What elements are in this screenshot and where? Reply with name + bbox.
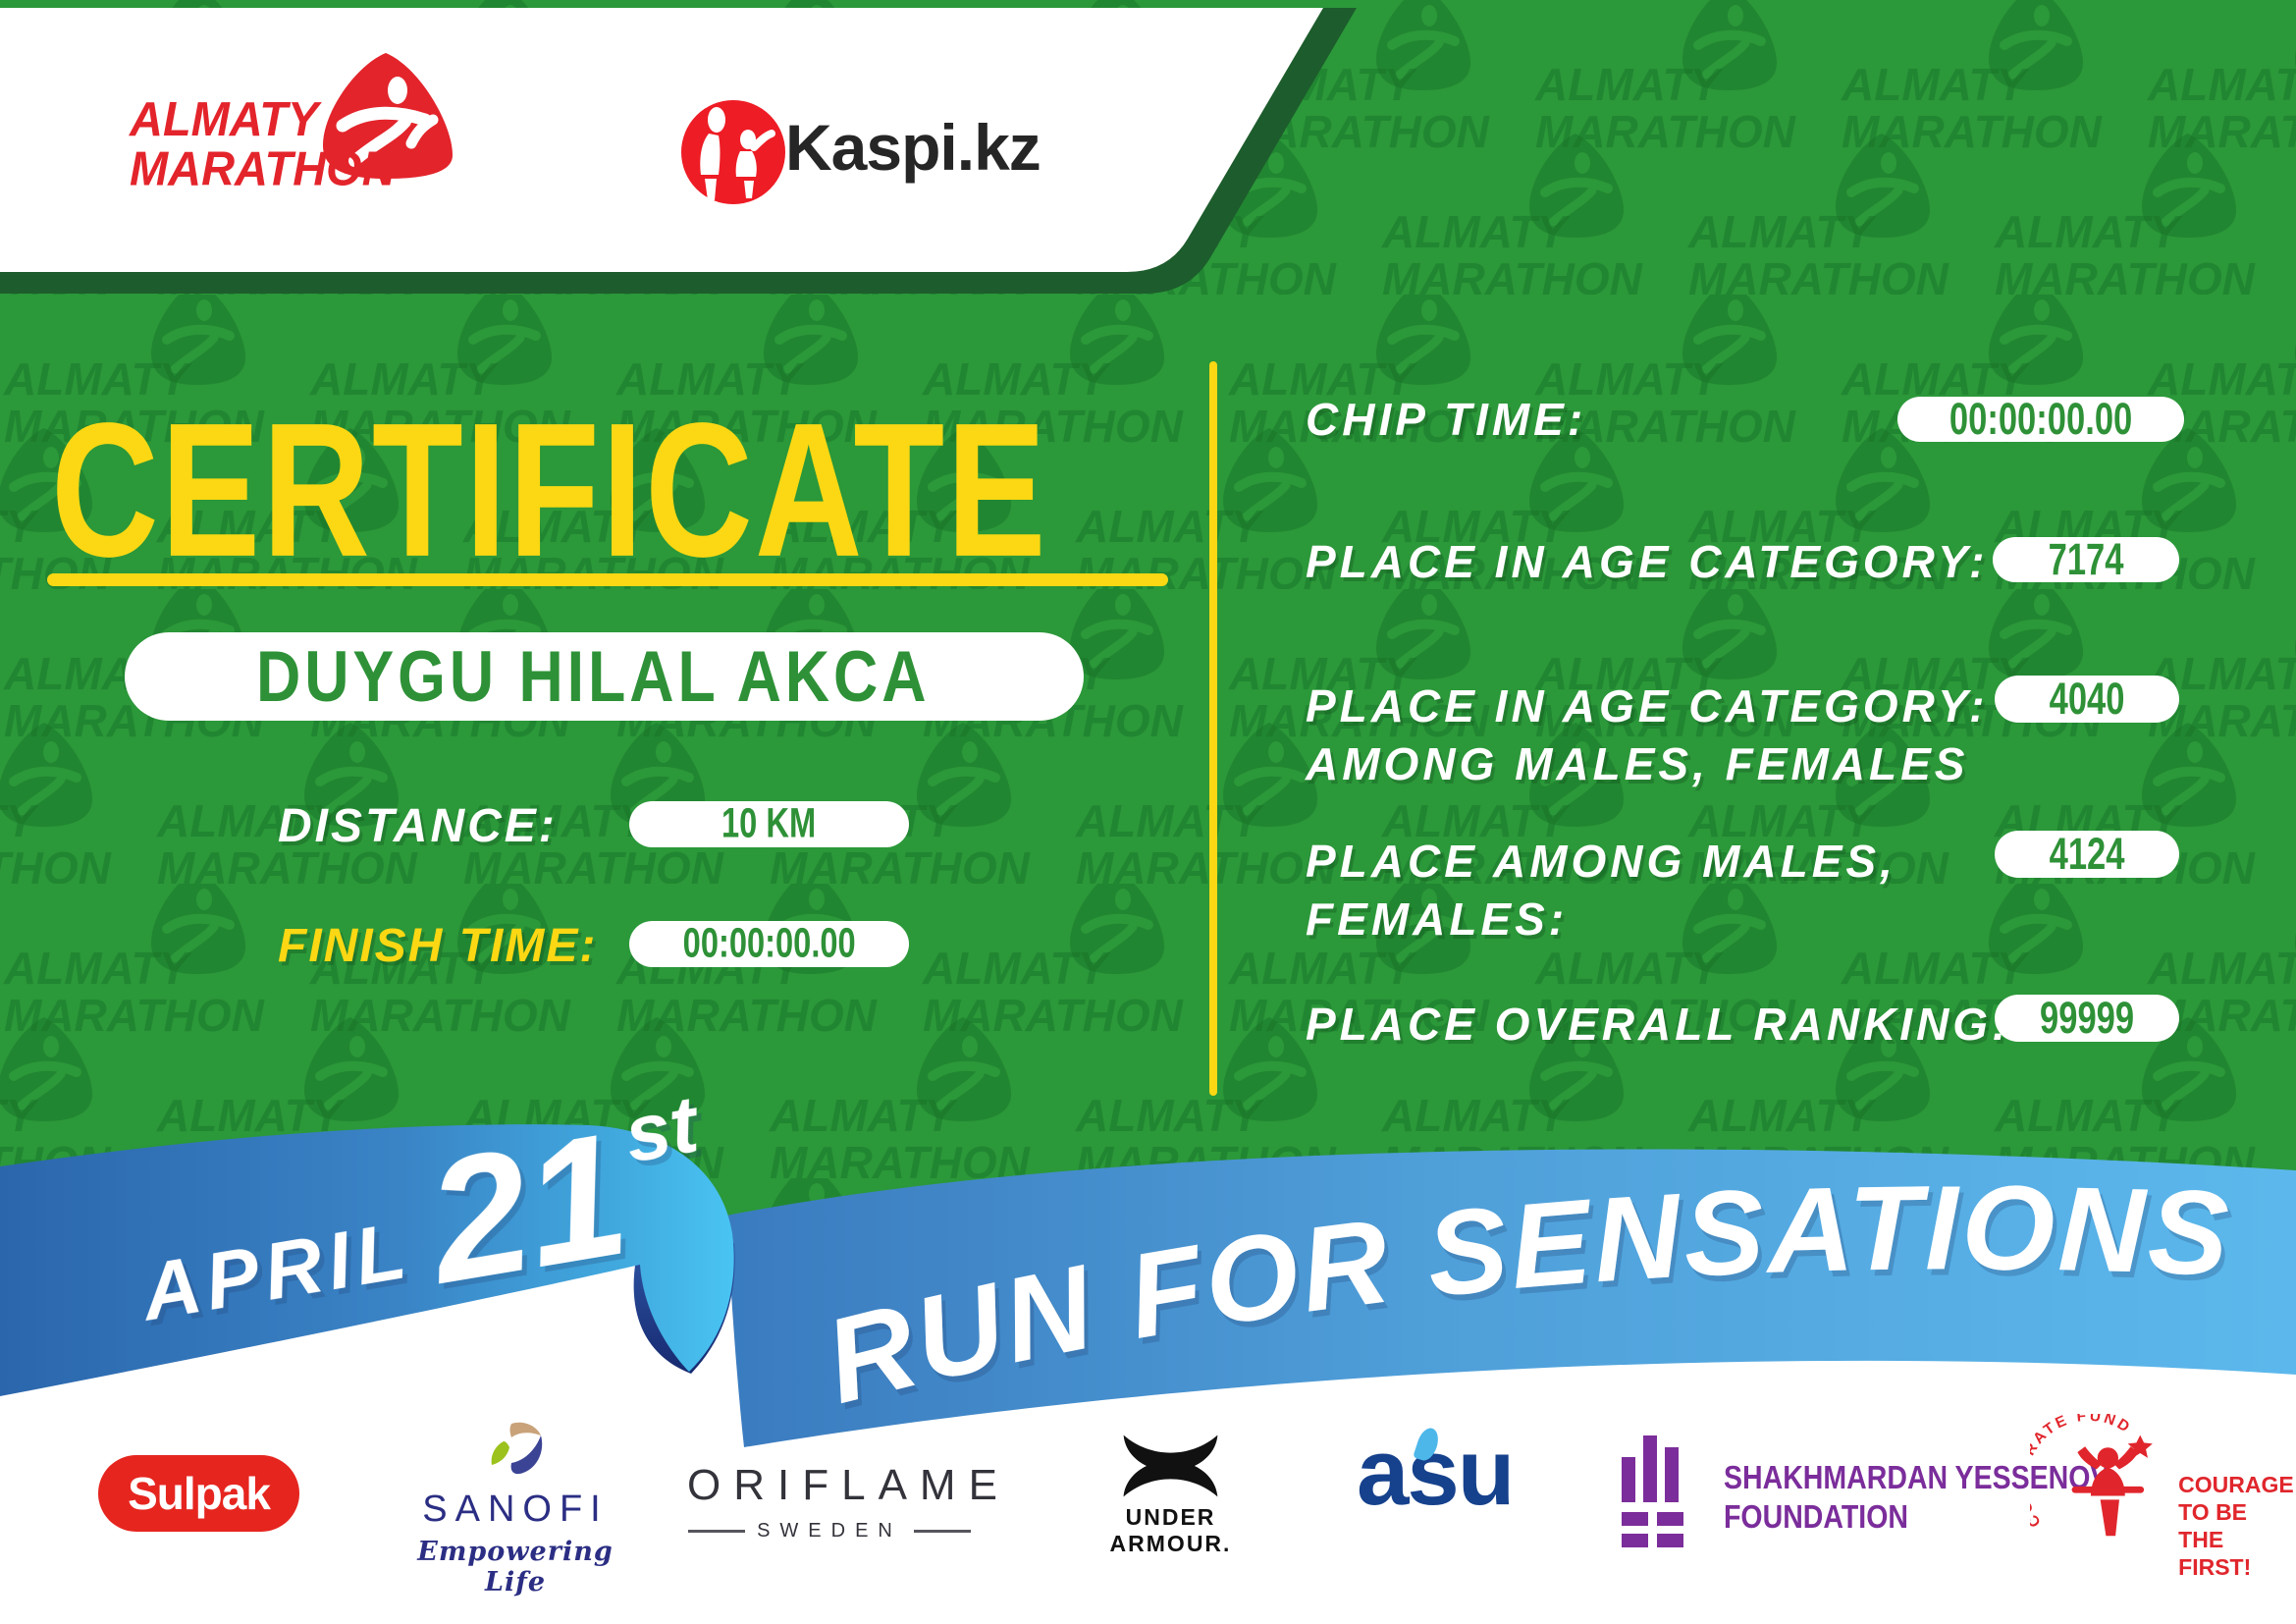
sponsor-courage-fund-logo: CORPORATE FUND COURAGE TO BE THE FIRST!	[2030, 1414, 2296, 1581]
place-age-category-label: PLACE IN AGE CATEGORY:	[1306, 536, 1989, 587]
place-among-gender-value-field: 4124	[1995, 828, 2179, 879]
label-line: FEMALES:	[1306, 893, 1569, 945]
courage-line3: THE FIRST!	[2178, 1527, 2252, 1581]
under-armour-icon	[1123, 1435, 1218, 1497]
svg-text:CORPORATE FUND: CORPORATE FUND	[2030, 1414, 2135, 1530]
certificate-title: CERTIFICATE	[51, 383, 1048, 598]
runner-name: DUYGU HILAL AKCA	[256, 635, 931, 718]
title-underline	[47, 573, 1168, 586]
place-age-category-value: 7174	[2048, 533, 2124, 584]
yessenov-bars-icon	[1622, 1435, 1683, 1547]
distance-label: DISTANCE:	[278, 800, 558, 852]
yessenov-line1: SHAKHMARDAN YESSENOV	[1724, 1459, 2109, 1496]
sulpak-wordmark: Sulpak	[128, 1468, 271, 1519]
courage-wordmark: COURAGE TO BE THE FIRST!	[2178, 1471, 2296, 1581]
place-among-gender-value: 4124	[2049, 828, 2125, 879]
chip-time-value: 00:00:00.00	[1949, 393, 2133, 444]
corporate-fund-arc-text: CORPORATE FUND	[2030, 1414, 2132, 1530]
courage-line2: TO BE	[2178, 1499, 2248, 1526]
place-among-gender-label: PLACE AMONG MALES, FEMALES:	[1306, 833, 1896, 948]
place-age-category-gender-label: PLACE IN AGE CATEGORY: AMONG MALES, FEMA…	[1306, 677, 1988, 793]
runner-name-field: DUYGU HILAL AKCA	[125, 632, 1084, 721]
sponsor-under-armour-logo: UNDER ARMOUR.	[1065, 1432, 1276, 1557]
place-age-category-gender-value: 4040	[2049, 673, 2125, 724]
sponsor-yessenov-foundation-logo: SHAKHMARDAN YESSENOV FOUNDATION	[1622, 1432, 2143, 1551]
place-age-category-value-field: 7174	[1993, 534, 2179, 584]
almaty-marathon-wordmark: ALMATY MARATHON	[130, 94, 396, 193]
sponsor-sanofi-logo: SANOFI Empowering Life	[417, 1420, 614, 1597]
oriflame-wordmark: ORIFLAME	[687, 1461, 1010, 1509]
yessenov-line2: FOUNDATION	[1724, 1497, 1909, 1536]
finish-time-value: 00:00:00.00	[682, 920, 856, 967]
finish-time-value-field: 00:00:00.00	[629, 920, 909, 967]
distance-value: 10 KM	[721, 800, 817, 847]
almaty-wordmark-line1: ALMATY	[130, 90, 319, 146]
almaty-wordmark-line2: MARATHON	[130, 140, 396, 195]
place-overall-value-field: 99999	[1995, 992, 2179, 1043]
oriflame-subtitle: SWEDEN	[687, 1520, 972, 1543]
courage-runner-icon: CORPORATE FUND	[2030, 1414, 2153, 1537]
chip-time-value-field: 00:00:00.00	[1897, 394, 2184, 444]
sanofi-tagline: Empowering Life	[417, 1537, 614, 1597]
sanofi-wordmark: SANOFI	[422, 1489, 609, 1530]
place-overall-value: 99999	[2039, 992, 2135, 1043]
distance-value-field: 10 KM	[629, 800, 909, 847]
place-overall-label: PLACE OVERALL RANKING:	[1306, 999, 2011, 1050]
kaspi-logo-icon	[681, 100, 785, 204]
chip-time-label: CHIP TIME:	[1306, 394, 1587, 445]
kaspi-wordmark: Kaspi.kz	[785, 111, 1041, 184]
almaty-marathon-logo-icon	[323, 53, 453, 179]
label-line: AMONG MALES, FEMALES	[1306, 737, 1969, 789]
label-line: PLACE AMONG MALES,	[1306, 836, 1896, 887]
sanofi-bird-icon	[491, 1422, 543, 1475]
courage-line1: COURAGE	[2178, 1472, 2294, 1497]
finish-time-label: FINISH TIME:	[278, 920, 598, 972]
sponsor-asu-logo: asu	[1357, 1426, 1515, 1520]
vertical-divider	[1209, 361, 1217, 1096]
place-age-category-gender-value-field: 4040	[1995, 673, 2179, 724]
under-armour-wordmark: UNDER ARMOUR.	[1109, 1504, 1232, 1556]
sponsor-oriflame-logo: ORIFLAME SWEDEN	[687, 1461, 1010, 1543]
label-line: PLACE IN AGE CATEGORY:	[1306, 680, 1989, 731]
yessenov-wordmark: SHAKHMARDAN YESSENOV FOUNDATION	[1724, 1459, 2109, 1537]
sponsor-sulpak-logo: Sulpak	[98, 1455, 299, 1532]
